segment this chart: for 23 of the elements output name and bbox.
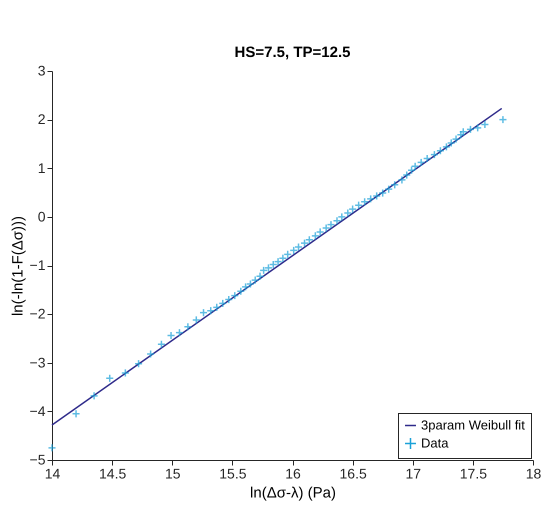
x-tick-label: 17.5 xyxy=(460,466,488,482)
x-tick-label: 16 xyxy=(285,466,301,482)
x-tick-label: 15 xyxy=(164,466,181,482)
y-tick-label: −2 xyxy=(30,306,46,322)
x-axis-title: ln(Δσ-λ) (Pa) xyxy=(250,484,336,502)
y-tick-label: 0 xyxy=(38,208,46,224)
x-tick-label: 18 xyxy=(526,466,542,482)
x-tick-label: 15.5 xyxy=(219,466,247,482)
legend-label: Data xyxy=(421,436,450,450)
y-axis-title: ln(-ln(1-F(Δσ))) xyxy=(10,216,27,316)
x-tick-label: 14.5 xyxy=(99,466,126,482)
x-tick-label: 16.5 xyxy=(340,466,367,482)
y-tick-label: −4 xyxy=(30,402,46,419)
y-tick-label: 3 xyxy=(38,62,46,78)
y-tick-label: −3 xyxy=(30,354,46,370)
x-tick-label: 17 xyxy=(405,466,422,482)
x-tick-label: 14 xyxy=(44,466,60,482)
legend-label: 3param Weibull fit xyxy=(421,418,526,432)
y-tick-label: 2 xyxy=(38,111,46,128)
chart-title: HS=7.5, TP=12.5 xyxy=(234,44,350,61)
y-tick-label: −5 xyxy=(30,452,46,468)
y-tick-label: −1 xyxy=(30,257,46,273)
y-tick-label: 1 xyxy=(38,160,46,176)
